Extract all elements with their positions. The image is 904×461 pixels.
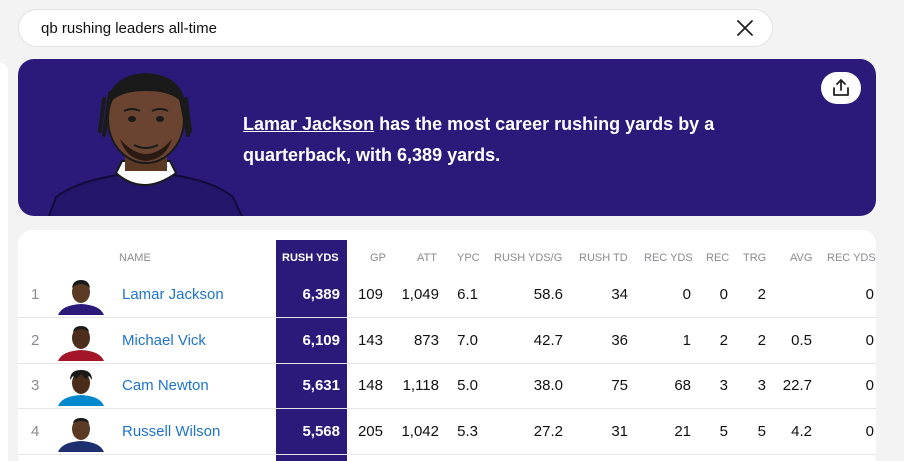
player-link[interactable]: Lamar Jackson xyxy=(243,114,375,134)
avg: 0.5 xyxy=(791,332,812,349)
player-name-link[interactable]: Michael Vick xyxy=(122,332,206,349)
avg: 4.2 xyxy=(791,423,812,440)
rank: 3 xyxy=(31,377,40,394)
player-name-link[interactable]: Cam Newton xyxy=(122,377,209,394)
att: 1,042 xyxy=(401,423,439,440)
rec-yds-2: 0 xyxy=(865,377,874,394)
rush-yds: 6,389 xyxy=(302,286,340,303)
side-panel-edge xyxy=(0,63,8,461)
player-name-link[interactable]: Lamar Jackson xyxy=(122,286,224,303)
header-rec-yds[interactable]: REC YDS xyxy=(644,252,693,264)
gp: 143 xyxy=(357,332,383,349)
header-rec[interactable]: REC xyxy=(706,252,730,264)
rec-yds-2: 0 xyxy=(865,332,874,349)
answer-card: Lamar Jackson has the most career rushin… xyxy=(18,59,876,216)
gp: 148 xyxy=(357,377,383,394)
rec: 3 xyxy=(719,377,728,394)
rec: 2 xyxy=(719,332,728,349)
rank: 4 xyxy=(31,423,40,440)
rec-yds: 68 xyxy=(674,377,691,394)
search-bar[interactable] xyxy=(18,9,773,47)
ypc: 5.3 xyxy=(457,423,478,440)
rush-yds: 6,109 xyxy=(302,332,340,349)
avg: 22.7 xyxy=(782,377,812,394)
ypc: 5.0 xyxy=(457,377,478,394)
table-row[interactable]: 1 Lamar Jackson 6,389 109 1,049 6.1 58.6… xyxy=(18,273,876,318)
player-avatar xyxy=(58,370,104,406)
rush-yds: 5,631 xyxy=(302,377,340,394)
answer-text: Lamar Jackson has the most career rushin… xyxy=(243,109,763,171)
row-divider xyxy=(18,408,876,409)
rec: 5 xyxy=(719,423,728,440)
att: 873 xyxy=(413,332,439,349)
header-rush-td[interactable]: RUSH TD xyxy=(579,252,628,264)
gp: 205 xyxy=(357,423,383,440)
rec-yds: 1 xyxy=(682,332,691,349)
player-name-link[interactable]: Russell Wilson xyxy=(122,423,221,440)
rank: 1 xyxy=(31,286,40,303)
trg: 2 xyxy=(757,286,766,303)
rush-yds: 5,568 xyxy=(302,423,340,440)
header-rec-yds-2[interactable]: REC YDS xyxy=(827,252,876,264)
header-rush-yds[interactable]: RUSH YDS xyxy=(282,252,339,264)
rec-yds-2: 0 xyxy=(865,286,874,303)
att: 1,118 xyxy=(402,377,439,394)
header-gp[interactable]: GP xyxy=(370,252,386,264)
stats-table: NAME RUSH YDS GP ATT YPC RUSH YDS/G RUSH… xyxy=(18,230,876,461)
table-row[interactable]: 2 Michael Vick 6,109 143 873 7.0 42.7 36… xyxy=(18,319,876,364)
player-avatar xyxy=(58,418,104,452)
sorted-column-highlight xyxy=(276,240,347,461)
trg: 2 xyxy=(757,332,766,349)
header-att[interactable]: ATT xyxy=(417,252,437,264)
ypc: 7.0 xyxy=(457,332,478,349)
rec-yds: 21 xyxy=(674,423,691,440)
rush-td: 34 xyxy=(611,286,628,303)
rush-yds-g: 42.7 xyxy=(533,332,563,349)
header-trg[interactable]: TRG xyxy=(743,252,767,264)
rank: 2 xyxy=(31,332,40,349)
close-icon xyxy=(737,20,753,36)
header-avg[interactable]: AVG xyxy=(790,252,813,264)
rush-yds-g: 38.0 xyxy=(533,377,563,394)
header-name[interactable]: NAME xyxy=(119,252,151,264)
gp: 109 xyxy=(357,286,383,303)
rec: 0 xyxy=(719,286,728,303)
share-icon xyxy=(833,79,849,96)
table-row[interactable]: 4 Russell Wilson 5,568 205 1,042 5.3 27.… xyxy=(18,410,876,455)
row-divider xyxy=(18,363,876,364)
row-divider xyxy=(18,454,876,455)
trg: 5 xyxy=(757,423,766,440)
rush-td: 75 xyxy=(611,377,628,394)
player-illustration xyxy=(48,73,243,216)
player-avatar xyxy=(58,326,104,361)
rush-yds-g: 27.2 xyxy=(533,423,563,440)
row-divider xyxy=(18,317,876,318)
rush-yds-g: 58.6 xyxy=(533,286,563,303)
trg: 3 xyxy=(757,377,766,394)
ypc: 6.1 xyxy=(457,286,478,303)
header-ypc[interactable]: YPC xyxy=(457,252,480,264)
search-input[interactable] xyxy=(41,19,734,37)
clear-search-button[interactable] xyxy=(734,17,756,39)
rush-td: 31 xyxy=(611,423,628,440)
share-button[interactable] xyxy=(821,72,861,104)
rec-yds: 0 xyxy=(682,286,691,303)
header-rush-yds-g[interactable]: RUSH YDS/G xyxy=(494,252,563,264)
rush-td: 36 xyxy=(611,332,628,349)
player-avatar xyxy=(58,280,104,315)
answer-sentence: has the most career rushing yards by a q… xyxy=(243,114,715,165)
rec-yds-2: 0 xyxy=(865,423,874,440)
att: 1,049 xyxy=(401,286,439,303)
table-row[interactable]: 3 Cam Newton 5,631 148 1,118 5.0 38.0 75… xyxy=(18,364,876,409)
